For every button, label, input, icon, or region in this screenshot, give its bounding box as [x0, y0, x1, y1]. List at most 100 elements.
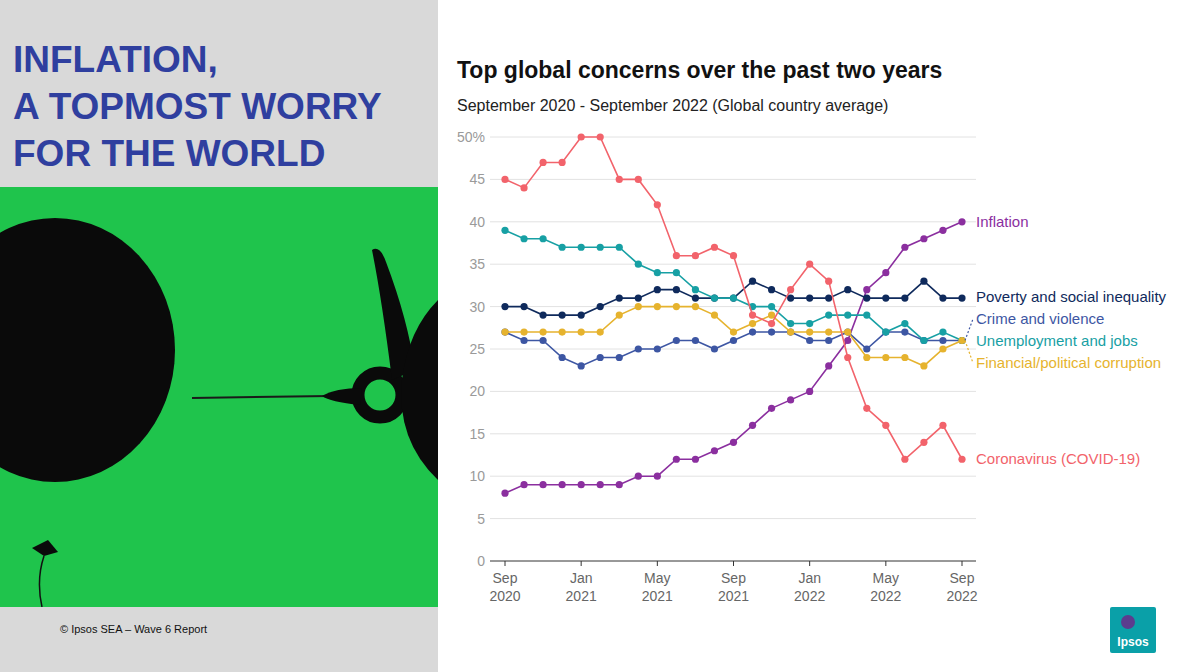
footer: © Ipsos SEA – Wave 6 Report — [60, 623, 207, 635]
x-tick-label: Sep2020 — [489, 570, 520, 604]
series-point — [597, 133, 604, 140]
series-point — [730, 337, 737, 344]
series-line — [505, 332, 962, 366]
x-tick-label: Jan2022 — [794, 570, 825, 604]
legend-label: Coronavirus (COVID-19) — [976, 450, 1140, 467]
series-point — [501, 227, 508, 234]
series-point — [559, 481, 566, 488]
logo-text: Ipsos — [1117, 635, 1149, 649]
series-point — [520, 303, 527, 310]
series-point — [882, 422, 889, 429]
series-point — [749, 320, 756, 327]
y-tick-label: 45 — [469, 171, 485, 187]
series-point — [920, 337, 927, 344]
series-point — [806, 261, 813, 268]
series-point — [768, 286, 775, 293]
grid-line — [490, 476, 976, 477]
series-point — [825, 311, 832, 318]
series-point — [539, 235, 546, 242]
series-point — [711, 295, 718, 302]
series-point — [958, 456, 965, 463]
series-point — [616, 481, 623, 488]
series-point — [863, 295, 870, 302]
y-tick-label: 5 — [477, 511, 485, 527]
grid-line — [490, 137, 976, 138]
series-point — [844, 328, 851, 335]
grid-line — [490, 433, 976, 434]
x-tick-label-line: 2020 — [489, 588, 520, 604]
series-point — [711, 295, 718, 302]
series-point — [806, 388, 813, 395]
series-point — [901, 295, 908, 302]
series-point — [673, 269, 680, 276]
series-point — [882, 269, 889, 276]
series-point — [844, 286, 851, 293]
series-point — [654, 303, 661, 310]
series-point — [539, 328, 546, 335]
series-point — [635, 303, 642, 310]
series-point — [958, 337, 965, 344]
panel-title: A TOPMOST WORRY — [13, 86, 382, 127]
series-point — [863, 311, 870, 318]
series-point — [939, 328, 946, 335]
series-point — [882, 328, 889, 335]
series-point — [939, 422, 946, 429]
x-tick-label: Sep 2021 — [718, 570, 749, 604]
x-tick-label: Jan2021 — [566, 570, 597, 604]
series-point — [749, 328, 756, 335]
series-point — [578, 244, 585, 251]
series-point — [711, 345, 718, 352]
balloon — [0, 218, 175, 482]
series-point — [635, 261, 642, 268]
series-point — [920, 439, 927, 446]
series-point — [863, 286, 870, 293]
x-tick — [505, 561, 506, 566]
series-point — [768, 320, 775, 327]
y-tick-label: 15 — [469, 426, 485, 442]
series-point — [730, 439, 737, 446]
series-point — [806, 328, 813, 335]
x-tick-label-line: 2022 — [870, 588, 901, 604]
series-point — [559, 159, 566, 166]
series-point — [692, 303, 699, 310]
series-point — [749, 311, 756, 318]
series-point — [654, 269, 661, 276]
series-group — [501, 133, 965, 496]
series-point — [768, 328, 775, 335]
hand-ring — [358, 373, 402, 417]
series-point — [635, 176, 642, 183]
series-point — [616, 295, 623, 302]
x-tick — [657, 561, 658, 566]
series-line — [505, 137, 962, 459]
x-tick-label: May2021 — [642, 570, 673, 604]
series-point — [730, 295, 737, 302]
x-tick — [962, 561, 963, 566]
x-tick-label-line: 2021 — [718, 588, 749, 604]
hand-thumb — [322, 388, 362, 405]
y-tick-label: 35 — [469, 256, 485, 272]
series-point — [673, 252, 680, 259]
series-point — [787, 328, 794, 335]
axes: 05101520253035404550%Sep2020Jan2021May20… — [457, 129, 978, 604]
series-point — [958, 295, 965, 302]
grid-line — [490, 264, 976, 265]
series-point — [578, 328, 585, 335]
series-point — [711, 244, 718, 251]
series-line — [505, 222, 962, 493]
pin — [192, 396, 330, 398]
legend: InflationPoverty and social inequalityCr… — [965, 213, 1167, 467]
series-point — [920, 278, 927, 285]
series-point — [958, 337, 965, 344]
series-point — [692, 286, 699, 293]
series-point — [654, 473, 661, 480]
panel-title: INFLATION, — [13, 39, 218, 80]
y-tick-label: 40 — [469, 214, 485, 230]
x-tick-label-line: Sep — [721, 570, 746, 586]
series-point — [825, 295, 832, 302]
grid-line — [490, 221, 976, 222]
page: {"panel": {"title_lines": ["INFLATION,",… — [0, 0, 1193, 672]
series-point — [692, 252, 699, 259]
series-point — [501, 490, 508, 497]
series-point — [863, 345, 870, 352]
series-point — [787, 328, 794, 335]
